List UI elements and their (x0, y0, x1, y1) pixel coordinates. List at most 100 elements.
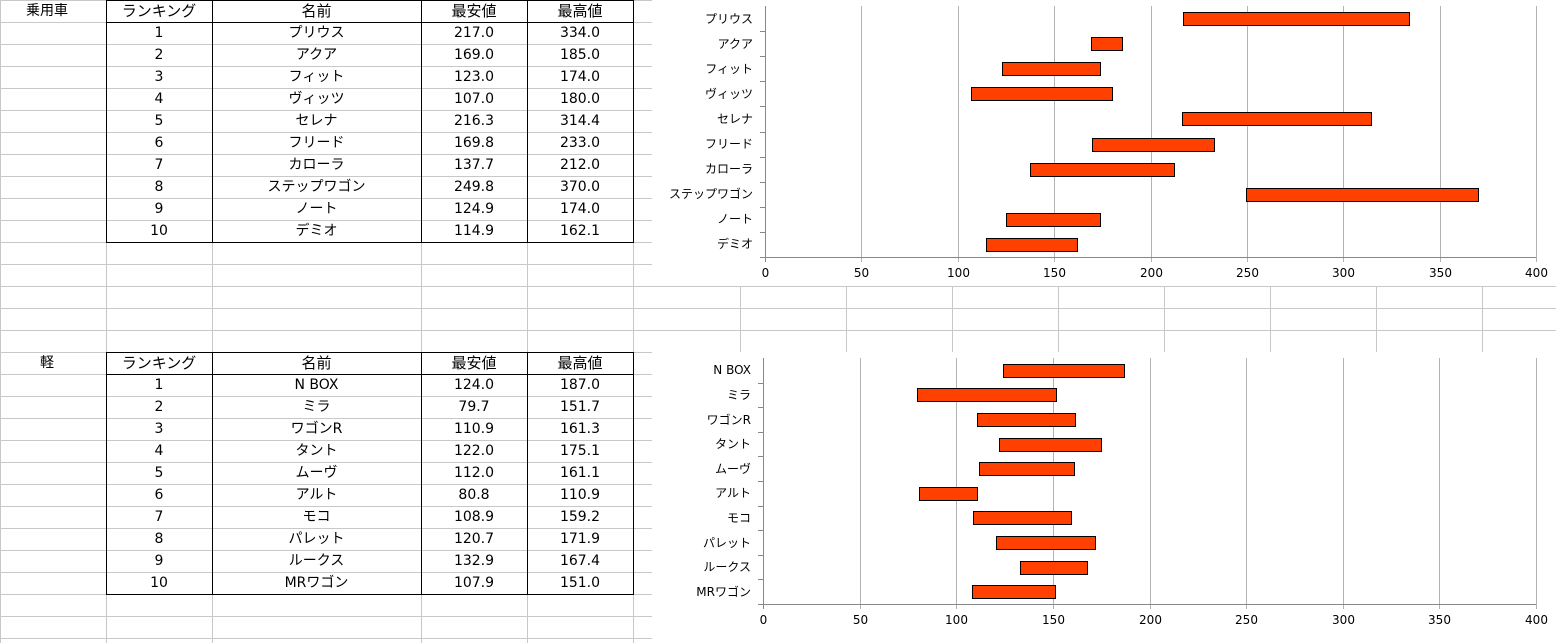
x-tick-label: 200 (1139, 613, 1162, 627)
table-cell[interactable]: 1 (154, 377, 164, 393)
price-range-bar (1183, 12, 1410, 26)
table-cell[interactable]: 174.0 (559, 201, 601, 217)
table-cell[interactable]: 137.7 (453, 157, 495, 173)
table-cell[interactable]: ノート (295, 201, 338, 217)
table-cell[interactable]: 122.0 (453, 443, 495, 459)
x-tick-label: 400 (1525, 613, 1548, 627)
table-cell[interactable]: 180.0 (559, 91, 601, 107)
table-cell[interactable]: 112.0 (453, 465, 495, 481)
table-header-cell: 最安値 (451, 354, 497, 372)
table-cell[interactable]: 79.7 (458, 399, 490, 415)
table-cell[interactable]: 120.7 (453, 531, 495, 547)
table-cell[interactable]: 5 (154, 113, 164, 129)
table-cell[interactable]: 9 (154, 553, 164, 569)
table-cell[interactable]: MRワゴン (284, 575, 349, 591)
category-label: アルト (715, 486, 751, 500)
table-cell[interactable]: フリード (288, 135, 345, 151)
table-cell[interactable]: 162.1 (559, 223, 601, 239)
table-cell[interactable]: 80.8 (458, 487, 490, 503)
table-cell[interactable]: 2 (154, 399, 164, 415)
table-cell[interactable]: 108.9 (453, 509, 495, 525)
table-cell[interactable]: ワゴンR (290, 421, 343, 437)
table-cell[interactable]: 2 (154, 47, 164, 63)
table-cell[interactable]: 185.0 (559, 47, 601, 63)
table-cell[interactable]: 187.0 (559, 377, 601, 393)
table-cell[interactable]: 10 (150, 575, 168, 591)
table-cell[interactable]: 1 (154, 25, 164, 41)
table-cell[interactable]: 110.9 (559, 487, 601, 503)
table-cell[interactable]: 10 (150, 223, 168, 239)
x-tick-label: 0 (761, 266, 770, 280)
table-cell[interactable]: フィット (288, 69, 345, 85)
table-cell[interactable]: 334.0 (559, 25, 601, 41)
category-label: ワゴンR (706, 413, 751, 427)
table-cell[interactable]: N BOX (294, 377, 339, 393)
table-cell[interactable]: 217.0 (453, 25, 495, 41)
table-cell[interactable]: 123.0 (453, 69, 495, 85)
price-range-bar (1182, 112, 1372, 126)
table-cell[interactable]: 3 (154, 69, 164, 85)
table-cell[interactable]: 233.0 (559, 135, 601, 151)
table-cell[interactable]: 6 (154, 135, 164, 151)
table-cell[interactable]: 169.8 (453, 135, 495, 151)
price-range-bar (973, 511, 1072, 525)
table-cell[interactable]: プリウス (288, 25, 345, 41)
x-tick-label: 350 (1429, 266, 1452, 280)
table-cell[interactable]: 107.0 (453, 91, 495, 107)
table-header-cell: ランキング (121, 354, 197, 372)
table-cell[interactable]: 107.9 (453, 575, 495, 591)
table-cell[interactable]: 314.4 (559, 113, 601, 129)
table-header-cell: 名前 (301, 2, 332, 20)
price-range-bar (971, 87, 1113, 101)
table-cell[interactable]: ステップワゴン (267, 179, 366, 195)
table-cell[interactable]: モコ (302, 509, 331, 525)
table-cell[interactable]: 6 (154, 487, 164, 503)
table-cell[interactable]: 9 (154, 201, 164, 217)
table-cell[interactable]: 174.0 (559, 69, 601, 85)
table-cell[interactable]: 212.0 (559, 157, 601, 173)
table-cell[interactable]: 8 (154, 531, 164, 547)
table-cell[interactable]: アクア (295, 47, 338, 63)
table-cell[interactable]: 249.8 (453, 179, 495, 195)
table-cell[interactable]: 4 (154, 91, 164, 107)
table-cell[interactable]: 370.0 (559, 179, 601, 195)
table-cell[interactable]: 161.1 (559, 465, 601, 481)
table-cell[interactable]: ヴィッツ (288, 91, 345, 107)
table-cell[interactable]: 4 (154, 443, 164, 459)
table-cell[interactable]: パレット (288, 531, 345, 547)
table-cell[interactable]: 114.9 (453, 223, 495, 239)
category-label: MRワゴン (696, 585, 751, 599)
table-cell[interactable]: アルト (295, 487, 338, 503)
table-cell[interactable]: タント (295, 443, 338, 459)
category-label: タント (714, 437, 751, 451)
table-cell[interactable]: 151.7 (559, 399, 601, 415)
table-header-cell: 最高値 (557, 354, 603, 372)
table-cell[interactable]: デミオ (295, 223, 338, 239)
table-cell[interactable]: 167.4 (559, 553, 601, 569)
table-cell[interactable]: 110.9 (453, 421, 495, 437)
table-cell[interactable]: ムーヴ (295, 465, 338, 481)
table-cell[interactable]: 132.9 (453, 553, 495, 569)
table-cell[interactable]: 3 (154, 421, 164, 437)
table-cell[interactable]: 5 (154, 465, 164, 481)
table-cell[interactable]: 175.1 (559, 443, 601, 459)
table-cell[interactable]: 151.0 (559, 575, 601, 591)
table-cell[interactable]: ルークス (288, 553, 345, 569)
table-cell[interactable]: 169.0 (453, 47, 495, 63)
table-cell[interactable]: 124.9 (453, 201, 495, 217)
table-cell[interactable]: 8 (154, 179, 164, 195)
table-cell[interactable]: 216.3 (453, 113, 495, 129)
table-cell[interactable]: カローラ (288, 157, 345, 173)
table-cell[interactable]: 7 (154, 157, 164, 173)
table-cell[interactable]: 171.9 (559, 531, 601, 547)
column-divider (527, 0, 528, 242)
table-cell[interactable]: セレナ (295, 113, 338, 129)
price-range-bar (979, 462, 1075, 476)
table-cell[interactable]: 159.2 (559, 509, 601, 525)
column-divider (527, 352, 528, 594)
table-cell[interactable]: 7 (154, 509, 164, 525)
column-divider (421, 0, 422, 242)
table-cell[interactable]: 161.3 (559, 421, 601, 437)
table-cell[interactable]: 124.0 (453, 377, 495, 393)
table-cell[interactable]: ミラ (302, 399, 331, 415)
